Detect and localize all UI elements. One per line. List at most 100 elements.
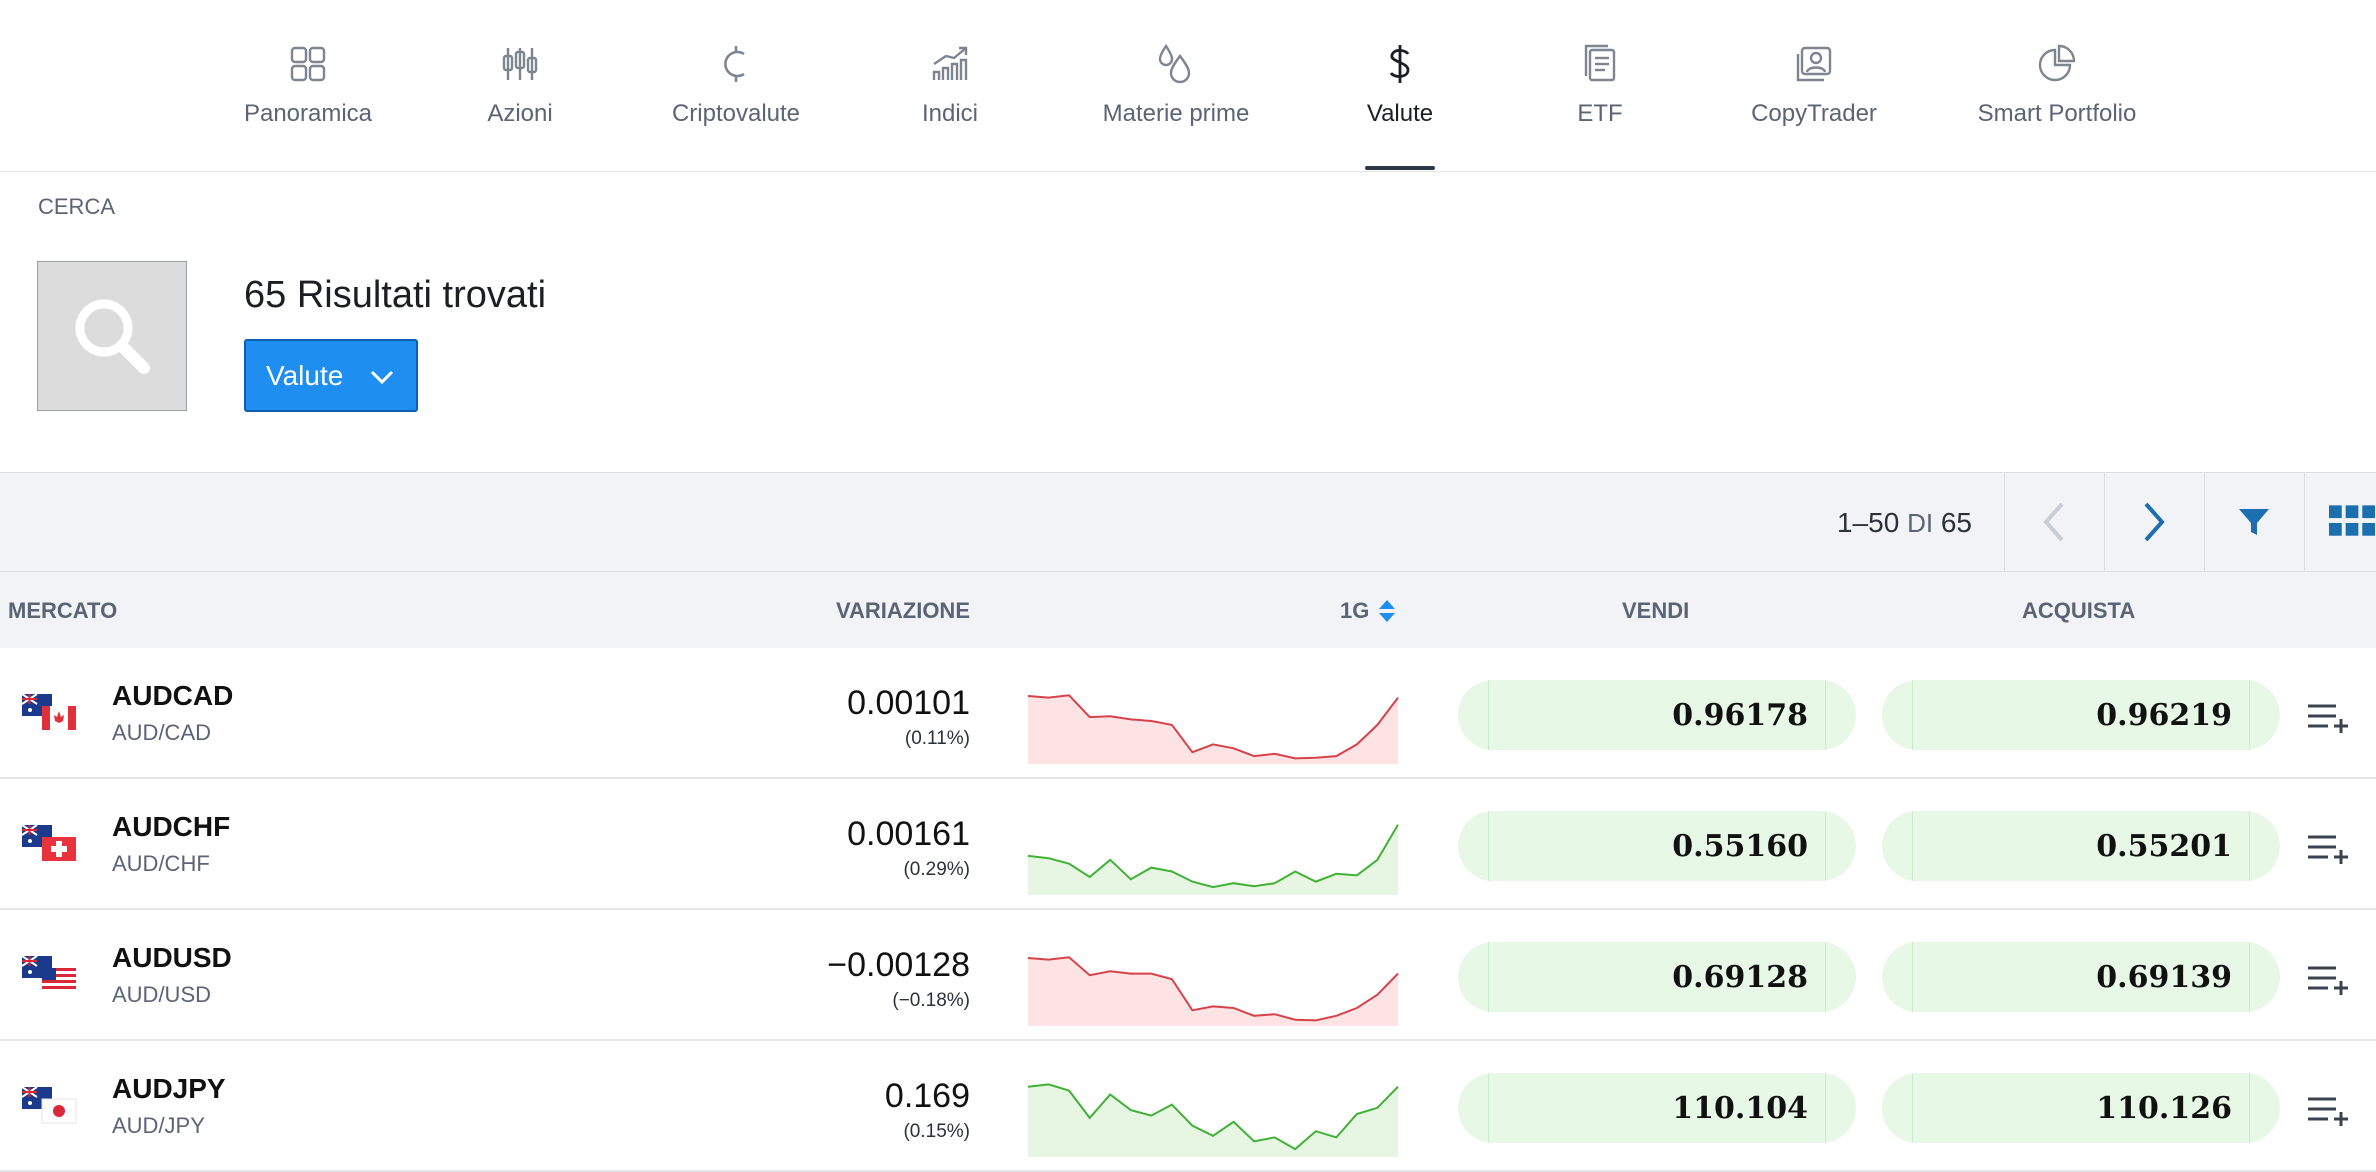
pagination-of: DI — [1907, 508, 1934, 538]
sparkline-area — [1028, 1084, 1398, 1157]
change-value: 0.169 — [884, 1077, 970, 1115]
search-icon — [75, 299, 150, 374]
search-section-label: CERCA — [38, 194, 116, 219]
nav-label: Indici — [921, 100, 979, 127]
nav-panoramica[interactable]: Panoramica — [242, 0, 374, 172]
sparkline-chart — [1027, 694, 1399, 764]
nav-label: Criptovalute — [671, 100, 801, 127]
sell-price: 110.104 — [1672, 1091, 1808, 1126]
buy-price: 0.96219 — [2096, 698, 2232, 733]
market-pair: AUD/JPY — [112, 1113, 205, 1138]
filter-icon — [2239, 509, 2269, 535]
sparkline-chart — [1027, 1083, 1399, 1157]
change-value: 0.00161 — [847, 815, 970, 853]
sell-price-button[interactable]: 110.104 — [1458, 1073, 1856, 1143]
sort-icon — [1379, 600, 1396, 622]
nav-materie-prime[interactable]: Materie prime — [1096, 0, 1256, 172]
sell-price: 0.69128 — [1672, 960, 1808, 995]
col-buy[interactable]: ACQUISTA — [2022, 598, 2136, 623]
results-toolbar: 1–50 DI 65 — [0, 472, 2376, 572]
prev-page-button[interactable] — [2004, 473, 2103, 571]
market-pair: AUD/CAD — [112, 720, 212, 745]
filter-button[interactable] — [2204, 473, 2303, 571]
asset-type-dropdown[interactable]: Valute — [244, 339, 418, 412]
sell-price-button[interactable]: 0.55160 — [1458, 811, 1856, 881]
nav-smart-portfolio[interactable]: Smart Portfolio — [1972, 0, 2142, 172]
active-tab-indicator — [1365, 166, 1435, 170]
market-symbol[interactable]: AUDCHF — [112, 811, 231, 842]
drops-icon — [1152, 40, 1200, 88]
buy-price-button[interactable]: 0.55201 — [1882, 811, 2280, 881]
grid-view-icon — [2329, 505, 2376, 536]
col-sell[interactable]: VENDI — [1622, 598, 1690, 623]
bar-trend-icon — [926, 40, 974, 88]
pagination-range: 1–50 — [1836, 507, 1900, 538]
change-percent: (−0.18%) — [892, 990, 970, 1011]
sell-price: 0.55160 — [1672, 829, 1808, 864]
table-header: MERCATO VARIAZIONE 1G VENDI ACQUISTA — [0, 572, 2376, 648]
add-to-watchlist-icon[interactable] — [2306, 962, 2350, 998]
buy-price-button[interactable]: 110.126 — [1882, 1073, 2280, 1143]
buy-price-button[interactable]: 0.69139 — [1882, 942, 2280, 1012]
next-page-button[interactable] — [2104, 473, 2203, 571]
currency-flags-icon — [21, 955, 76, 992]
add-to-watchlist-icon[interactable] — [2306, 700, 2350, 736]
candlestick-icon — [496, 40, 544, 88]
table-row[interactable]: AUDJPY AUD/JPY 0.169 (0.15%) 110.104 110… — [0, 1041, 2376, 1172]
grid-icon — [284, 40, 332, 88]
results-text: Risultati trovati — [296, 274, 547, 316]
document-stack-icon — [1576, 40, 1624, 88]
market-symbol[interactable]: AUDUSD — [112, 942, 232, 973]
sparkline-line — [1027, 694, 1399, 760]
nav-label: Smart Portfolio — [1977, 100, 2137, 127]
results-count: 65 — [244, 274, 287, 316]
chevron-left-icon — [2043, 502, 2064, 542]
nav-etf[interactable]: ETF — [1574, 0, 1626, 172]
sparkline-area — [1028, 957, 1398, 1026]
pagination-total: 65 — [1940, 507, 1972, 538]
change-percent: (0.11%) — [904, 728, 970, 749]
crypto-coin-icon — [712, 40, 760, 88]
dollar-icon — [1376, 40, 1424, 88]
pagination-info: 1–50 DI 65 — [1837, 507, 1972, 539]
category-nav: Panoramica Azioni Criptovalute Indici — [0, 0, 2376, 172]
change-percent: (0.15%) — [903, 1121, 970, 1142]
col-change[interactable]: VARIAZIONE — [835, 598, 970, 623]
market-symbol[interactable]: AUDJPY — [112, 1073, 226, 1104]
market-symbol[interactable]: AUDCAD — [112, 680, 234, 711]
change-percent: (0.29%) — [903, 859, 970, 880]
chevron-right-icon — [2144, 502, 2165, 542]
sell-price-button[interactable]: 0.69128 — [1458, 942, 1856, 1012]
sparkline-line — [1027, 824, 1399, 889]
col-market[interactable]: MERCATO — [8, 598, 118, 623]
nav-label: Materie prime — [1102, 100, 1250, 127]
sparkline-chart — [1027, 824, 1399, 895]
nav-copytrader[interactable]: CopyTrader — [1744, 0, 1884, 172]
nav-label: Azioni — [487, 100, 553, 127]
nav-criptovalute[interactable]: Criptovalute — [668, 0, 804, 172]
table-row[interactable]: AUDCHF AUD/CHF 0.00161 (0.29%) 0.55160 0… — [0, 779, 2376, 910]
buy-price-button[interactable]: 0.96219 — [1882, 680, 2280, 750]
market-pair: AUD/USD — [112, 982, 212, 1007]
nav-indici[interactable]: Indici — [910, 0, 990, 172]
col-period-sort[interactable]: 1G — [1340, 598, 1397, 624]
add-to-watchlist-icon[interactable] — [2306, 831, 2350, 867]
results-heading: 65 Risultati trovati — [244, 274, 546, 317]
table-row[interactable]: AUDUSD AUD/USD −0.00128 (−0.18%) 0.69128… — [0, 910, 2376, 1041]
nav-label: Valute — [1366, 100, 1434, 127]
add-to-watchlist-icon[interactable] — [2306, 1093, 2350, 1129]
asset-type-label: Valute — [266, 359, 344, 391]
sell-price-button[interactable]: 0.96178 — [1458, 680, 1856, 750]
nav-valute[interactable]: Valute — [1362, 0, 1438, 172]
market-pair: AUD/CHF — [112, 851, 210, 876]
table-row[interactable]: AUDCAD AUD/CAD 0.00101 (0.11%) 0.96178 0… — [0, 648, 2376, 779]
nav-label: ETF — [1577, 100, 1623, 127]
sparkline-chart — [1027, 956, 1399, 1026]
sell-price: 0.96178 — [1672, 698, 1808, 733]
change-value: −0.00128 — [827, 946, 970, 984]
nav-azioni[interactable]: Azioni — [480, 0, 560, 172]
grid-view-button[interactable] — [2304, 473, 2376, 571]
sparkline-area — [1028, 695, 1398, 764]
buy-price: 0.69139 — [2096, 960, 2232, 995]
sparkline-area — [1028, 824, 1398, 895]
